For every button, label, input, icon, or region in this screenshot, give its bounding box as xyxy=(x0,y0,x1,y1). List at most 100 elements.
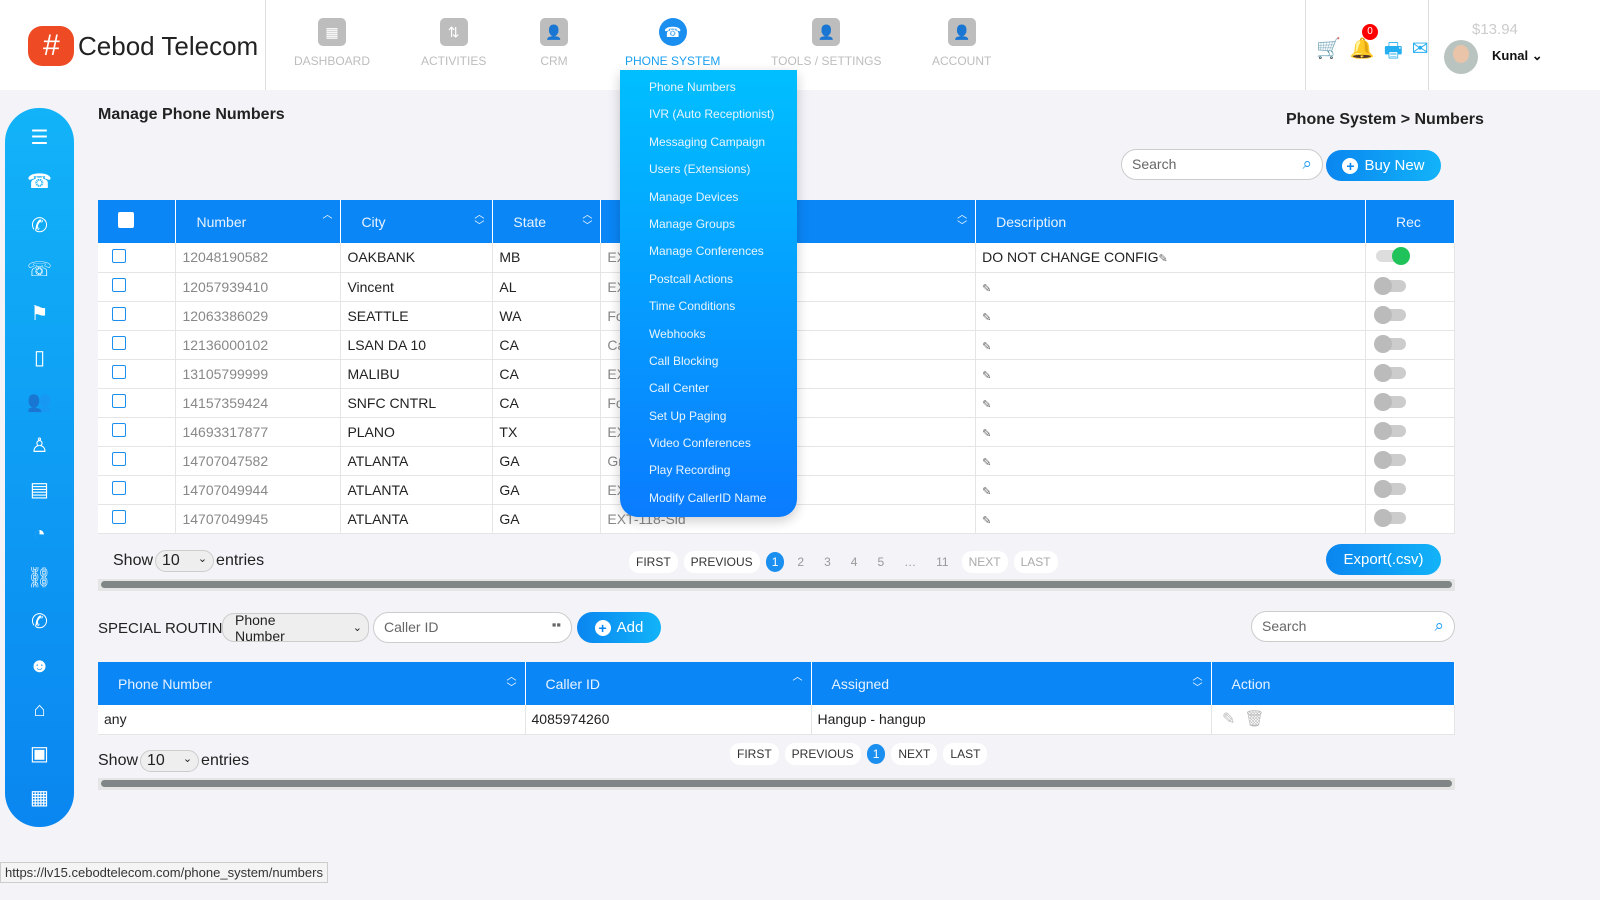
mail-icon[interactable]: ✉ xyxy=(1411,38,1429,60)
caller-id-input[interactable]: Caller ID ▪▪ xyxy=(373,612,572,643)
select-all-checkbox[interactable] xyxy=(118,212,134,228)
rec-toggle[interactable] xyxy=(1373,450,1406,469)
number-cell[interactable]: 14707049945 xyxy=(175,504,342,534)
page-1[interactable]: 1 xyxy=(765,552,785,572)
timer-icon[interactable]: ◔ xyxy=(33,523,46,545)
edit-icon[interactable]: ✎ xyxy=(982,340,992,353)
col-phone-number[interactable]: Phone Number ︿ ﹀ xyxy=(98,662,526,705)
rec-toggle[interactable] xyxy=(1373,392,1406,411)
edit-icon[interactable]: ✎ xyxy=(982,282,992,295)
row-checkbox[interactable] xyxy=(112,307,126,321)
number-cell[interactable]: 12063386029 xyxy=(175,301,342,331)
page-3[interactable]: 3 xyxy=(824,555,831,569)
dropdown-item[interactable]: IVR (Auto Receptionist) xyxy=(649,107,775,122)
dropdown-item[interactable]: Play Recording xyxy=(649,463,731,478)
trash-icon[interactable]: 🗑 xyxy=(1244,711,1265,729)
document-icon[interactable]: ▤ xyxy=(30,479,49,501)
groups-icon[interactable]: 👥 xyxy=(27,391,52,413)
search-icon[interactable]: ⌕ xyxy=(1302,154,1312,173)
row-checkbox[interactable] xyxy=(112,510,126,524)
nav-activities[interactable]: ⇅ ACTIVITIES xyxy=(421,18,486,68)
search-input[interactable]: Search ⌕ xyxy=(1121,149,1323,180)
row-checkbox[interactable] xyxy=(112,248,126,263)
dropdown-item[interactable]: Video Conferences xyxy=(649,436,751,451)
number-cell[interactable]: 12136000102 xyxy=(175,330,342,360)
nav-dashboard[interactable]: ▦ DASHBOARD xyxy=(294,18,370,68)
number-cell[interactable]: 14707047582 xyxy=(175,446,342,476)
page-11[interactable]: 11 xyxy=(936,555,949,569)
rec-toggle[interactable] xyxy=(1373,363,1406,382)
dropdown-item[interactable]: Time Conditions xyxy=(649,299,736,314)
number-cell[interactable]: 13105799999 xyxy=(175,359,342,389)
edit-icon[interactable]: ✎ xyxy=(982,485,992,498)
page-1[interactable]: 1 xyxy=(866,744,886,764)
rec-toggle[interactable] xyxy=(1375,247,1410,266)
search-icon[interactable]: ⌕ xyxy=(1434,616,1444,635)
description-cell[interactable]: ✎ xyxy=(975,359,1366,389)
description-cell[interactable]: ✎ xyxy=(975,446,1366,476)
page-first[interactable]: FIRST xyxy=(730,743,779,765)
dropdown-item[interactable]: Call Center xyxy=(649,381,710,396)
page-first[interactable]: FIRST xyxy=(629,551,678,573)
edit-icon[interactable]: ✎ xyxy=(982,514,992,527)
row-checkbox[interactable] xyxy=(112,452,126,466)
col-assigned[interactable]: Assigned ︿ ﹀ xyxy=(811,662,1212,705)
dropdown-item[interactable]: Manage Conferences xyxy=(649,244,764,259)
row-checkbox[interactable] xyxy=(112,278,126,292)
col-city[interactable]: City ︿ ﹀ xyxy=(340,200,494,243)
col-number[interactable]: Number ︿ xyxy=(175,200,342,243)
edit-icon[interactable]: ✎ xyxy=(1221,711,1236,729)
page-2[interactable]: 2 xyxy=(797,555,805,569)
page-next[interactable]: NEXT xyxy=(961,551,1008,573)
entries-select[interactable]: 10 ⌄ xyxy=(140,750,200,772)
row-checkbox[interactable] xyxy=(112,336,126,350)
export-csv-button[interactable]: Export(.csv) xyxy=(1326,544,1441,575)
nav-tools-settings[interactable]: 👤 TOOLS / SETTINGS xyxy=(771,18,881,68)
printer-icon[interactable]: 🖶 xyxy=(1383,40,1403,62)
entries-select[interactable]: 10 ⌄ xyxy=(155,550,215,572)
select-all-header[interactable] xyxy=(98,200,177,243)
cart-icon[interactable]: 🛒 xyxy=(1316,38,1341,60)
nav-account[interactable]: 👤 ACCOUNT xyxy=(932,18,991,68)
calls-icon[interactable]: ✆ xyxy=(31,215,48,237)
agent-icon[interactable]: ☻ xyxy=(28,655,51,677)
paging-icon[interactable]: ⌂ xyxy=(33,699,46,721)
routing-type-select[interactable]: Phone Number ⌄ xyxy=(222,612,369,644)
row-checkbox[interactable] xyxy=(112,394,126,408)
description-cell[interactable]: ✎ xyxy=(975,417,1366,447)
row-checkbox[interactable] xyxy=(112,481,126,495)
edit-icon[interactable]: ✎ xyxy=(1158,253,1168,266)
rec-toggle[interactable] xyxy=(1373,508,1406,527)
buy-new-button[interactable]: + Buy New xyxy=(1326,150,1441,181)
description-cell[interactable]: ✎ xyxy=(975,475,1366,505)
number-cell[interactable]: 14693317877 xyxy=(175,417,342,447)
dropdown-item[interactable]: Webhooks xyxy=(649,326,706,341)
menu-icon[interactable]: ☰ xyxy=(30,127,49,149)
nav-phone-system[interactable]: ☎ PHONE SYSTEM xyxy=(625,18,720,68)
call-blocking-icon[interactable]: ✆ xyxy=(31,611,48,633)
col-state[interactable]: State ︿ ﹀ xyxy=(492,200,602,243)
avatar[interactable] xyxy=(1444,40,1478,74)
routing-search-input[interactable]: Search ⌕ xyxy=(1251,611,1455,642)
link-icon[interactable]: ⛓ xyxy=(26,567,53,589)
horizontal-scrollbar[interactable] xyxy=(98,579,1455,591)
rec-toggle[interactable] xyxy=(1373,276,1406,295)
rec-toggle[interactable] xyxy=(1373,421,1406,440)
description-cell[interactable]: ✎ xyxy=(975,272,1366,302)
number-cell[interactable]: 12048190582 xyxy=(175,243,342,273)
col-caller-id[interactable]: Caller ID ︿ xyxy=(525,662,812,705)
number-cell[interactable]: 12057939410 xyxy=(175,272,342,302)
page-last[interactable]: LAST xyxy=(1013,551,1058,573)
number-cell[interactable]: 14157359424 xyxy=(175,388,342,418)
page-next[interactable]: NEXT xyxy=(891,743,938,765)
edit-icon[interactable]: ✎ xyxy=(982,311,992,324)
bell-icon[interactable]: 🔔 xyxy=(1349,38,1375,60)
dropdown-item[interactable]: Messaging Campaign xyxy=(649,134,766,149)
user-menu[interactable]: Kunal ⌄ xyxy=(1492,48,1543,64)
number-cell[interactable]: 14707049944 xyxy=(175,475,342,505)
description-cell[interactable]: ✎ xyxy=(975,330,1366,360)
ivr-icon[interactable]: ☏ xyxy=(26,259,52,281)
rec-toggle[interactable] xyxy=(1373,479,1406,498)
devices-icon[interactable]: ▯ xyxy=(33,347,45,369)
add-button[interactable]: + Add xyxy=(577,612,661,643)
